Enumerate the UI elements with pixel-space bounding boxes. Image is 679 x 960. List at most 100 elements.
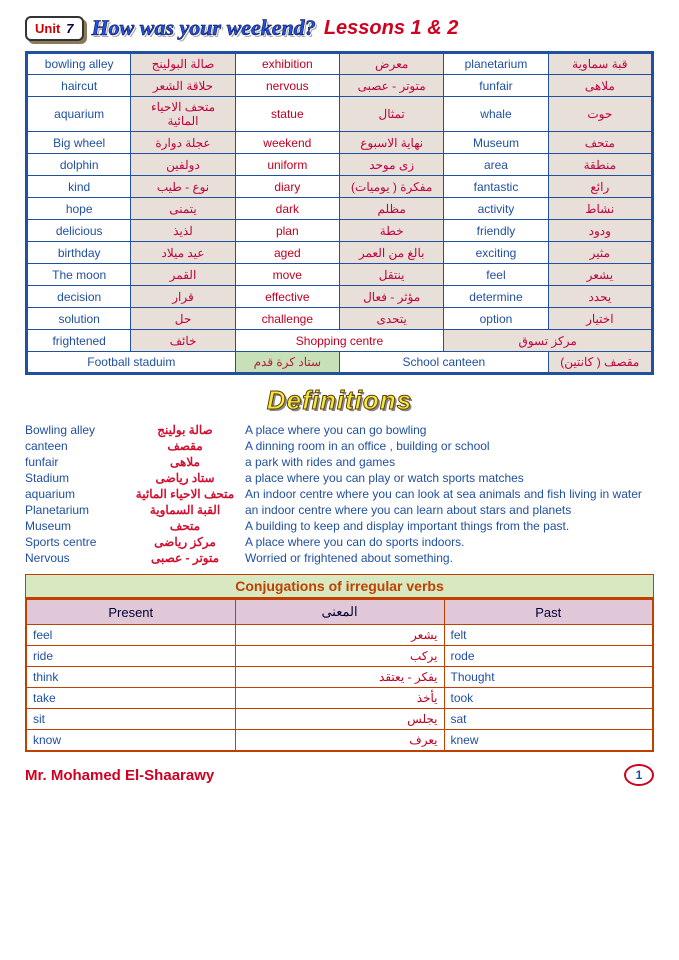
vocab-cell: bowling alley bbox=[27, 53, 131, 75]
vocab-cell: hope bbox=[27, 198, 131, 220]
vocab-cell: متوتر - عصبى bbox=[339, 75, 443, 97]
vocab-cell: يشعر bbox=[548, 264, 652, 286]
def-desc: A dinning room in an office , building o… bbox=[245, 439, 654, 453]
definition-row: aquariumمتحف الاحياء المائيةAn indoor ce… bbox=[25, 486, 654, 502]
def-desc: A place where you can do sports indoors. bbox=[245, 535, 654, 549]
conj-row: takeيأخذtook bbox=[26, 688, 653, 709]
vocab-cell: منطقة bbox=[548, 154, 652, 176]
vocab-row: decisionقرارeffectiveمؤثر - فعالdetermin… bbox=[27, 286, 653, 308]
vocab-cell: عجلة دوارة bbox=[131, 132, 235, 154]
conj-past: rode bbox=[444, 646, 653, 667]
conj-present: ride bbox=[26, 646, 235, 667]
vocab-cell: مفكرة ( يوميات) bbox=[339, 176, 443, 198]
def-desc: Worried or frightened about something. bbox=[245, 551, 654, 565]
def-term: Bowling alley bbox=[25, 423, 125, 437]
definition-row: MuseumمتحفA building to keep and display… bbox=[25, 518, 654, 534]
definition-row: Sports centreمركز رياضىA place where you… bbox=[25, 534, 654, 550]
vocab-cell: صالة البولينج bbox=[131, 53, 235, 75]
vocab-cell: move bbox=[235, 264, 339, 286]
vocab-cell: نشاط bbox=[548, 198, 652, 220]
vocab-cell: dark bbox=[235, 198, 339, 220]
conjugations-title: Conjugations of irregular verbs bbox=[25, 574, 654, 598]
vocab-cell: frightened bbox=[27, 330, 131, 352]
vocab-cell: حلاقة الشعر bbox=[131, 75, 235, 97]
def-arabic: مركز رياضى bbox=[125, 535, 245, 549]
conj-row: sitيجلسsat bbox=[26, 709, 653, 730]
conj-row: feelيشعرfelt bbox=[26, 625, 653, 646]
vocab-cell: decision bbox=[27, 286, 131, 308]
vocab-cell: ودود bbox=[548, 220, 652, 242]
vocab-cell: area bbox=[444, 154, 548, 176]
definition-row: funfairملاهىa park with rides and games bbox=[25, 454, 654, 470]
vocab-cell: متحف الاحياء المائية bbox=[131, 97, 235, 132]
vocab-cell: ستاد كرة قدم bbox=[235, 352, 339, 374]
vocab-row: aquariumمتحف الاحياء المائيةstatueتمثالw… bbox=[27, 97, 653, 132]
vocab-cell: fantastic bbox=[444, 176, 548, 198]
page-number: 1 bbox=[624, 764, 654, 786]
vocab-cell: weekend bbox=[235, 132, 339, 154]
def-desc: An indoor centre where you can look at s… bbox=[245, 487, 654, 501]
vocab-cell: funfair bbox=[444, 75, 548, 97]
def-desc: a park with rides and games bbox=[245, 455, 654, 469]
vocab-cell: دولفين bbox=[131, 154, 235, 176]
vocab-cell: plan bbox=[235, 220, 339, 242]
vocab-cell: aged bbox=[235, 242, 339, 264]
vocab-row: Big wheelعجلة دوارةweekendنهاية الاسبوعM… bbox=[27, 132, 653, 154]
vocab-cell: عيد ميلاد bbox=[131, 242, 235, 264]
def-term: Museum bbox=[25, 519, 125, 533]
col-meaning: المعنى bbox=[235, 599, 444, 625]
definition-row: Nervousمتوتر - عصبىWorried or frightened… bbox=[25, 550, 654, 566]
def-term: Planetarium bbox=[25, 503, 125, 517]
vocab-cell: نوع - طيب bbox=[131, 176, 235, 198]
vocab-cell: School canteen bbox=[339, 352, 548, 374]
def-desc: an indoor centre where you can learn abo… bbox=[245, 503, 654, 517]
def-term: Stadium bbox=[25, 471, 125, 485]
vocab-row: kindنوع - طيبdiaryمفكرة ( يوميات)fantast… bbox=[27, 176, 653, 198]
vocab-cell: The moon bbox=[27, 264, 131, 286]
def-arabic: ملاهى bbox=[125, 455, 245, 469]
definitions-list: Bowling alleyصالة بولينجA place where yo… bbox=[25, 422, 654, 566]
vocab-cell: activity bbox=[444, 198, 548, 220]
vocab-cell: اختيار bbox=[548, 308, 652, 330]
vocab-row: birthdayعيد ميلادagedبالغ من العمرexciti… bbox=[27, 242, 653, 264]
vocab-cell: معرض bbox=[339, 53, 443, 75]
vocab-cell: Museum bbox=[444, 132, 548, 154]
page-header: Unit 7 How was your weekend? Lessons 1 &… bbox=[25, 15, 654, 41]
vocab-cell: determine bbox=[444, 286, 548, 308]
unit-label: Unit bbox=[35, 21, 60, 36]
vocab-cell: Football staduim bbox=[27, 352, 236, 374]
vocab-cell: uniform bbox=[235, 154, 339, 176]
vocab-row: deliciousلذيذplanخطةfriendlyودود bbox=[27, 220, 653, 242]
vocab-cell: نهاية الاسبوع bbox=[339, 132, 443, 154]
author-name: Mr. Mohamed El-Shaarawy bbox=[25, 767, 214, 784]
vocab-cell: القمر bbox=[131, 264, 235, 286]
conjugations-table: Present المعنى Past feelيشعرfeltrideيركب… bbox=[25, 598, 654, 752]
vocab-row: dolphinدولفينuniformزى موحدareaمنطقة bbox=[27, 154, 653, 176]
vocab-cell: exhibition bbox=[235, 53, 339, 75]
vocab-cell: nervous bbox=[235, 75, 339, 97]
conj-present: think bbox=[26, 667, 235, 688]
conj-past: felt bbox=[444, 625, 653, 646]
def-arabic: مقصف bbox=[125, 439, 245, 453]
vocab-cell: بالغ من العمر bbox=[339, 242, 443, 264]
vocab-cell: Shopping centre bbox=[235, 330, 444, 352]
vocab-cell: يتحدى bbox=[339, 308, 443, 330]
vocab-cell: ملاهى bbox=[548, 75, 652, 97]
vocab-cell: مثير bbox=[548, 242, 652, 264]
conj-row: rideيركبrode bbox=[26, 646, 653, 667]
def-desc: A building to keep and display important… bbox=[245, 519, 654, 533]
def-arabic: القبة السماوية bbox=[125, 503, 245, 517]
vocab-row: The moonالقمرmoveينتقلfeelيشعر bbox=[27, 264, 653, 286]
vocab-row: frightenedخائفShopping centreمركز تسوق bbox=[27, 330, 653, 352]
conj-present: feel bbox=[26, 625, 235, 646]
vocab-cell: رائع bbox=[548, 176, 652, 198]
conj-meaning: يفكر - يعتقد bbox=[235, 667, 444, 688]
conj-row: thinkيفكر - يعتقدThought bbox=[26, 667, 653, 688]
vocab-cell: feel bbox=[444, 264, 548, 286]
conj-meaning: يأخذ bbox=[235, 688, 444, 709]
vocab-cell: haircut bbox=[27, 75, 131, 97]
page-title: How was your weekend? bbox=[92, 15, 316, 41]
def-term: aquarium bbox=[25, 487, 125, 501]
def-term: canteen bbox=[25, 439, 125, 453]
def-term: Sports centre bbox=[25, 535, 125, 549]
